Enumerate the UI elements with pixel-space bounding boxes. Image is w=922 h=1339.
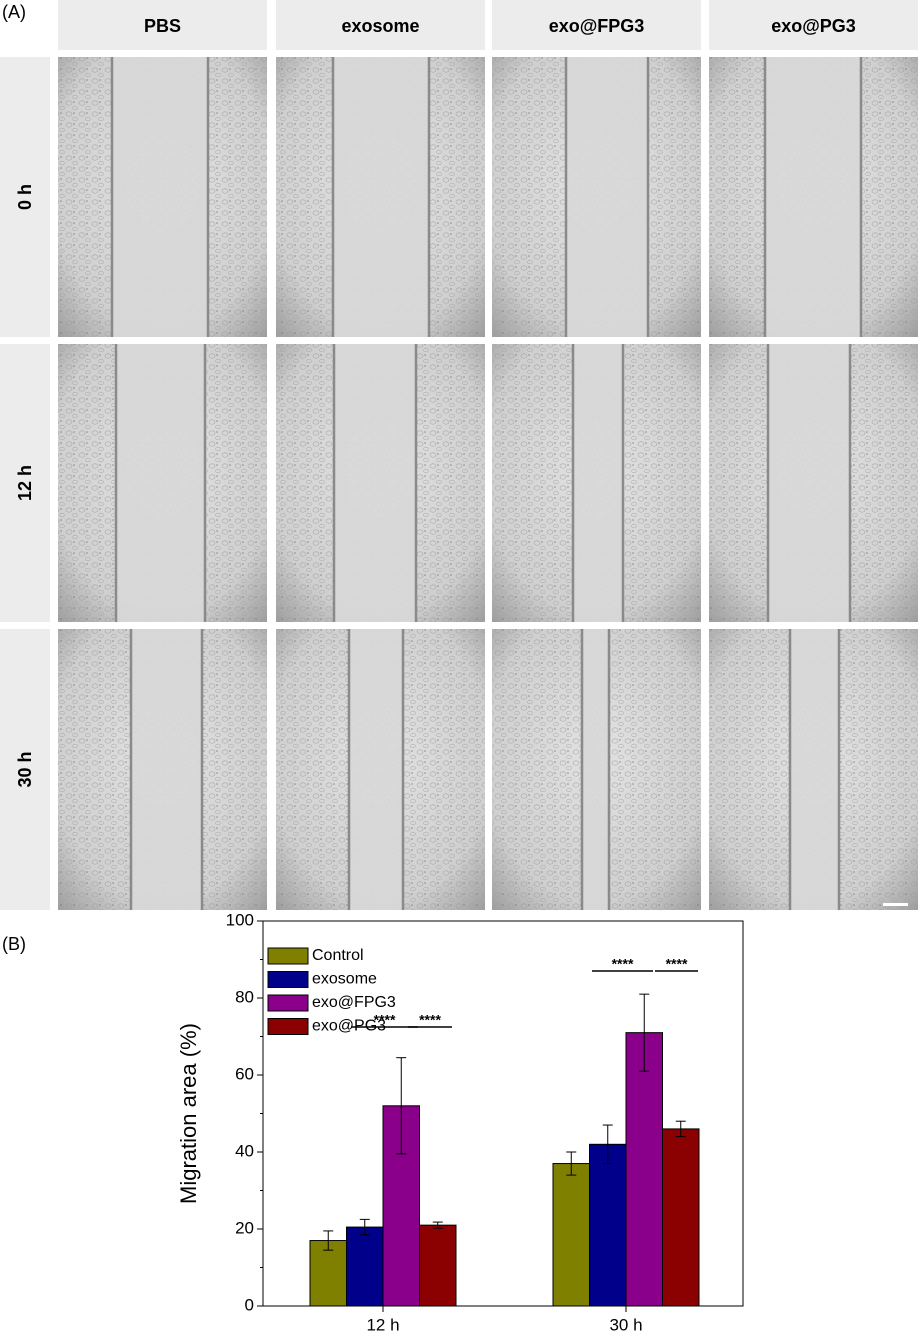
legend-swatch xyxy=(267,994,309,1012)
column-header: PBS xyxy=(144,16,181,36)
scratch-gap xyxy=(349,629,403,910)
x-tick-label: 30 h xyxy=(609,1315,642,1334)
y-tick-label: 60 xyxy=(235,1064,254,1083)
micrograph xyxy=(709,629,918,910)
scratch-gap xyxy=(334,344,416,622)
micrograph xyxy=(58,629,267,910)
scratch-gap xyxy=(573,344,623,622)
row-header-bg xyxy=(0,629,50,910)
bar xyxy=(309,1240,347,1307)
scratch-gap xyxy=(790,629,839,910)
x-tick-label: 12 h xyxy=(366,1315,399,1334)
column-header: exo@FPG3 xyxy=(549,16,645,36)
y-tick-label: 0 xyxy=(245,1295,254,1314)
y-tick-label: 80 xyxy=(235,987,254,1006)
panel-label: (A) xyxy=(2,2,26,22)
micrograph xyxy=(709,57,918,337)
bar xyxy=(346,1226,384,1307)
scratch-gap xyxy=(333,57,429,337)
row-header-bg xyxy=(0,344,50,622)
bar xyxy=(589,1143,627,1307)
row-header: 0 h xyxy=(15,184,35,210)
y-tick-label: 40 xyxy=(235,1141,254,1160)
column-header: exo@PG3 xyxy=(771,16,856,36)
scratch-gap xyxy=(765,57,861,337)
scratch-gap xyxy=(116,344,205,622)
scratch-gap xyxy=(582,629,609,910)
column-header-bg xyxy=(276,0,485,50)
scratch-gap xyxy=(566,57,648,337)
legend-swatch xyxy=(267,1018,309,1035)
micrograph xyxy=(492,344,701,622)
scratch-gap xyxy=(768,344,850,622)
legend-label: exosome xyxy=(312,971,377,988)
bar xyxy=(552,1163,590,1307)
micrograph xyxy=(276,344,485,622)
significance-label: **** xyxy=(419,1012,441,1028)
legend-label: exo@FPG3 xyxy=(312,994,396,1011)
legend-swatch xyxy=(267,947,309,965)
significance-label: **** xyxy=(374,1012,396,1028)
column-header-bg xyxy=(709,0,918,50)
panel-label: (B) xyxy=(2,934,26,954)
micrograph xyxy=(492,57,701,337)
y-tick-label: 100 xyxy=(226,910,254,929)
scale-bar xyxy=(883,903,908,906)
y-tick-label: 20 xyxy=(235,1218,254,1237)
column-header: exosome xyxy=(341,16,419,36)
micrograph xyxy=(58,344,267,622)
legend-label: exo@PG3 xyxy=(312,1018,386,1035)
micrograph xyxy=(58,57,267,337)
column-header-bg xyxy=(58,0,267,50)
micrograph xyxy=(276,629,485,910)
micrograph xyxy=(492,629,701,910)
row-header-bg xyxy=(0,57,50,337)
significance-label: **** xyxy=(666,956,688,972)
bar xyxy=(419,1224,457,1307)
row-header: 12 h xyxy=(15,465,35,501)
scratch-gap xyxy=(131,629,202,910)
scratch-gap xyxy=(112,57,208,337)
significance-label: **** xyxy=(612,956,634,972)
legend-swatch xyxy=(267,971,309,988)
micrograph xyxy=(709,344,918,622)
micrograph xyxy=(276,57,485,337)
column-header-bg xyxy=(492,0,701,50)
row-header: 30 h xyxy=(15,751,35,787)
y-axis-label: Migration area (%) xyxy=(176,1023,201,1204)
bar xyxy=(662,1128,700,1307)
legend-label: Control xyxy=(312,947,364,964)
bar xyxy=(625,1032,663,1307)
